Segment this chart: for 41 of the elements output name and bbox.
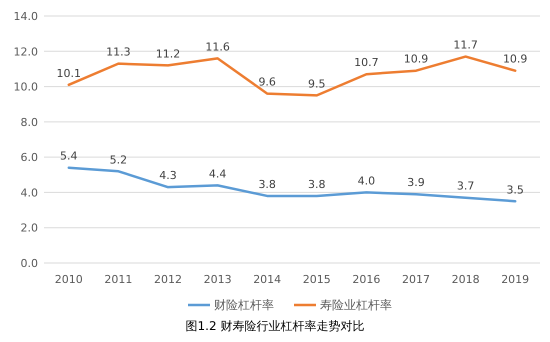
- y-tick-label: 4.0: [20, 186, 38, 200]
- x-tick-label: 2017: [402, 273, 430, 286]
- x-tick-label: 2016: [352, 273, 380, 286]
- data-label: 3.8: [308, 178, 326, 191]
- y-tick-label: 2.0: [20, 222, 38, 235]
- data-label: 4.3: [159, 169, 177, 182]
- y-tick-label: 10.0: [14, 80, 38, 94]
- data-label: 9.5: [308, 77, 326, 90]
- data-label: 11.2: [156, 47, 180, 60]
- legend-label: 寿险业杠杆率: [320, 298, 392, 312]
- data-label: 3.8: [258, 178, 276, 191]
- y-tick-label: 14.0: [14, 10, 38, 23]
- data-label: 5.2: [110, 153, 128, 166]
- data-label: 10.9: [502, 52, 528, 66]
- data-label: 4.4: [208, 167, 226, 180]
- x-tick-label: 2014: [253, 273, 282, 286]
- y-tick-label: 6.0: [20, 151, 38, 164]
- data-label: 11.6: [205, 40, 230, 54]
- x-tick-label: 2013: [204, 273, 232, 286]
- x-tick-label: 2010: [54, 273, 83, 286]
- data-label: 3.5: [506, 183, 524, 196]
- x-tick-label: 2012: [154, 273, 182, 286]
- data-label: 3.7: [456, 180, 474, 193]
- data-label: 4.0: [358, 174, 376, 188]
- y-tick-label: 0.0: [20, 257, 38, 270]
- data-label: 3.9: [407, 176, 425, 190]
- legend-label: 财险杠杆率: [214, 298, 274, 312]
- x-tick-label: 2019: [501, 273, 530, 286]
- x-tick-label: 2018: [452, 273, 480, 286]
- data-label: 9.6: [258, 76, 276, 89]
- data-label: 10.1: [56, 66, 82, 80]
- y-tick-label: 8.0: [20, 116, 38, 129]
- x-tick-label: 2015: [302, 273, 331, 286]
- data-label: 11.3: [106, 46, 131, 59]
- caption: 图1.2 财寿险行业杠杆率走势对比: [186, 319, 364, 333]
- data-label: 11.7: [453, 38, 478, 52]
- data-label: 10.9: [404, 52, 428, 66]
- data-label: 5.4: [60, 150, 78, 163]
- y-tick-label: 12.0: [14, 45, 38, 58]
- x-tick-label: 2011: [104, 273, 132, 286]
- data-label: 10.7: [354, 56, 379, 70]
